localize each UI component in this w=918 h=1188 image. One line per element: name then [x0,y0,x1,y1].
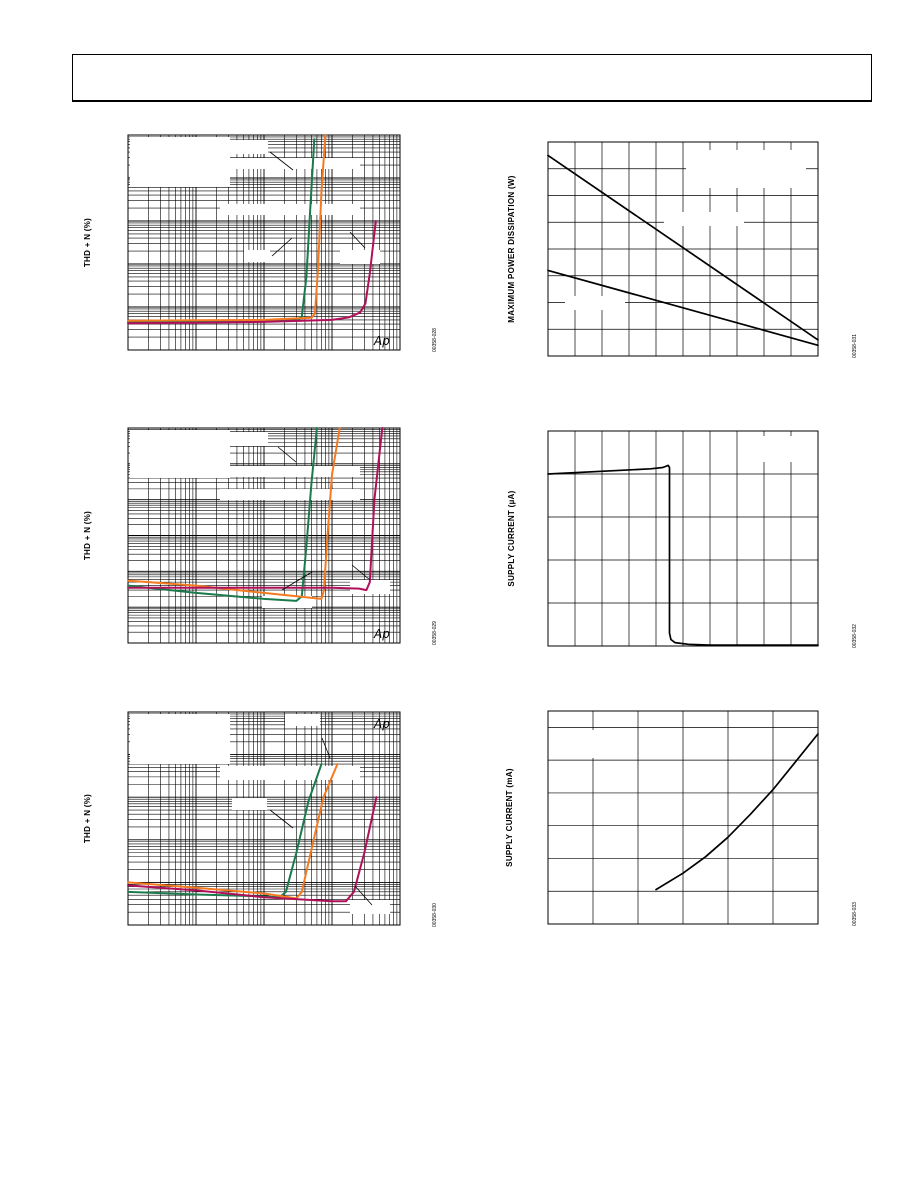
supply-current-1-ylabel: SUPPLY CURRENT (µA) [507,490,516,586]
thd-3-series-1 [127,763,323,899]
thd-2-series-3 [127,427,384,592]
annotation-mask [228,140,268,154]
thd-3-ylabel: THD + N (%) [83,794,92,843]
page-header-box [72,54,872,102]
power-dissipation-series-2 [547,269,819,347]
thd-2-ylabel: THD + N (%) [83,511,92,560]
thd-1-series-2 [127,134,327,322]
thd-3-series-3 [127,796,378,903]
annotation-leader-line [321,737,331,759]
annotation-leader-line [269,151,294,171]
annotation-mask [220,466,360,477]
power-dissipation-frame [547,141,819,357]
thd-2-chart: Ap THD + N (%) 00358-029 [83,427,438,645]
thd-1-chart: Ap THD + N (%) 00358-028 [83,134,438,352]
annotation-mask [220,204,360,215]
thd-3-chart: Ap THD + N (%) 00358-030 [83,711,438,927]
annotation-leader-line [277,446,297,463]
annotation-mask [350,900,390,914]
annotation-mask [220,158,360,169]
annotation-leader-line [349,231,366,249]
annotation-mask [228,432,268,446]
power-dissipation-ylabel: MAXIMUM POWER DISSIPATION (W) [507,175,516,323]
supply-current-1-figure-id: 00358-032 [852,624,858,648]
annotation-leader-line [269,809,294,829]
thd-2-series-1 [127,427,318,602]
thd-1-figure-id: 00358-028 [432,328,438,352]
annotation-mask [130,137,230,187]
supply-current-2-chart: SUPPLY CURRENT (mA) 00358-033 [505,710,858,926]
thd-1-ylabel: THD + N (%) [83,218,92,267]
annotation-mask [664,212,744,226]
thd-3-figure-id: 00358-030 [432,903,438,927]
thd-2-figure-id: 00358-029 [432,621,438,645]
supply-current-1-frame [547,430,819,647]
annotation-mask [340,250,380,264]
power-dissipation-figure-id: 00358-031 [852,334,858,358]
thd-3-frame [127,711,401,926]
annotation-leader-line [271,237,293,257]
power-dissipation-chart: MAXIMUM POWER DISSIPATION (W) 00358-031 [507,141,858,358]
supply-current-1-series-1 [547,464,819,646]
supply-current-1-grid [547,430,819,647]
annotation-mask [244,250,270,262]
annotation-mask [565,296,625,310]
annotation-mask [686,150,806,188]
supply-current-1-chart: SUPPLY CURRENT (µA) 00358-032 [507,430,858,648]
supply-current-2-ylabel: SUPPLY CURRENT (mA) [505,768,514,867]
annotation-mask [232,798,267,810]
ap-logo: Ap [373,717,390,731]
annotation-mask [555,730,613,758]
annotation-mask [220,766,360,780]
supply-current-2-frame [547,710,819,925]
annotation-leader-line [354,885,373,906]
annotation-mask [760,436,812,462]
ap-logo: Ap [373,334,390,348]
supply-current-2-series-1 [655,733,819,891]
thd-1-frame [127,134,401,351]
annotation-mask [220,489,360,500]
annotation-mask [130,714,230,764]
annotation-leader-line [281,571,313,591]
annotation-mask [285,714,320,726]
thd-2-frame [127,427,401,644]
thd-1-series-3 [127,220,377,325]
supply-current-2-figure-id: 00358-033 [852,902,858,926]
thd-3-series-2 [127,763,339,900]
annotation-mask [350,580,390,594]
annotation-mask [130,430,230,478]
annotation-leader-line [351,564,371,581]
power-dissipation-series-1 [547,154,819,341]
ap-logo: Ap [373,627,390,641]
